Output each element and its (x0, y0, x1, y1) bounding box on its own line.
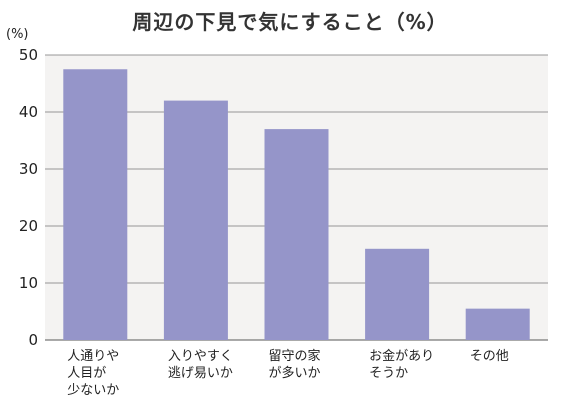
y-tick-label: 0 (28, 331, 38, 349)
bar (465, 308, 530, 340)
y-tick-label: 40 (19, 103, 38, 121)
x-category-label: 人通りや人目が少ないか (67, 349, 119, 398)
x-category-label: 留守の家が多いか (269, 348, 321, 381)
y-axis: 0 10 20 30 40 50 (19, 46, 38, 349)
bar (163, 100, 228, 340)
x-axis: 人通りや人目が少ないか 入りやすく逃げ易いか 留守の家が多いか お金がありそうか その他 (67, 348, 508, 398)
y-tick-label: 50 (19, 46, 38, 64)
bars (63, 69, 530, 340)
bar (264, 129, 329, 340)
x-category-label: その他 (470, 349, 509, 364)
y-axis-unit-label: (%) (6, 27, 29, 42)
y-tick-label: 30 (19, 160, 38, 178)
x-category-label: お金がありそうか (369, 348, 434, 381)
y-tick-label: 10 (19, 274, 38, 292)
chart-title: 周辺の下見で気にすること（%） (132, 10, 448, 34)
y-tick-label: 20 (19, 217, 38, 235)
x-category-label: 入りやすく逃げ易いか (168, 349, 233, 381)
bar (365, 248, 430, 340)
bar (63, 69, 128, 340)
